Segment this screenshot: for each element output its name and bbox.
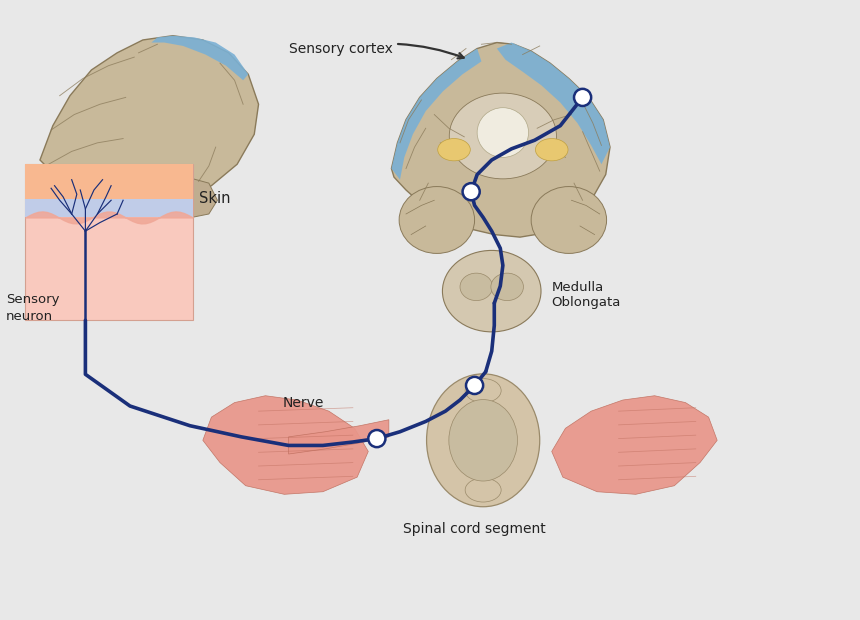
Polygon shape <box>391 48 482 180</box>
Circle shape <box>463 183 480 200</box>
Bar <box>26 164 193 200</box>
Ellipse shape <box>477 108 529 157</box>
Ellipse shape <box>536 138 568 161</box>
Text: Skin: Skin <box>200 191 230 206</box>
Ellipse shape <box>449 93 556 179</box>
Text: Sensory cortex: Sensory cortex <box>289 42 464 58</box>
Text: Medulla
Oblongata: Medulla Oblongata <box>552 281 621 309</box>
Text: Spinal cord segment: Spinal cord segment <box>403 521 546 536</box>
Bar <box>26 198 193 218</box>
Polygon shape <box>40 36 259 198</box>
Text: Sensory
neuron: Sensory neuron <box>6 293 59 323</box>
Bar <box>26 164 193 321</box>
Ellipse shape <box>531 187 606 254</box>
Ellipse shape <box>465 379 501 402</box>
Polygon shape <box>391 43 610 237</box>
Polygon shape <box>552 396 717 494</box>
Circle shape <box>574 89 591 106</box>
Circle shape <box>368 430 385 447</box>
Polygon shape <box>203 396 368 494</box>
Polygon shape <box>289 420 389 454</box>
Ellipse shape <box>449 399 518 481</box>
Polygon shape <box>151 197 180 240</box>
Ellipse shape <box>491 273 524 301</box>
Ellipse shape <box>427 374 540 507</box>
Ellipse shape <box>442 250 541 332</box>
Polygon shape <box>497 43 610 164</box>
Ellipse shape <box>438 138 470 161</box>
Polygon shape <box>151 36 249 80</box>
Ellipse shape <box>460 273 493 301</box>
Polygon shape <box>157 178 218 218</box>
Text: Nerve: Nerve <box>283 396 324 410</box>
Ellipse shape <box>399 187 475 254</box>
Circle shape <box>466 377 483 394</box>
Ellipse shape <box>465 478 501 502</box>
